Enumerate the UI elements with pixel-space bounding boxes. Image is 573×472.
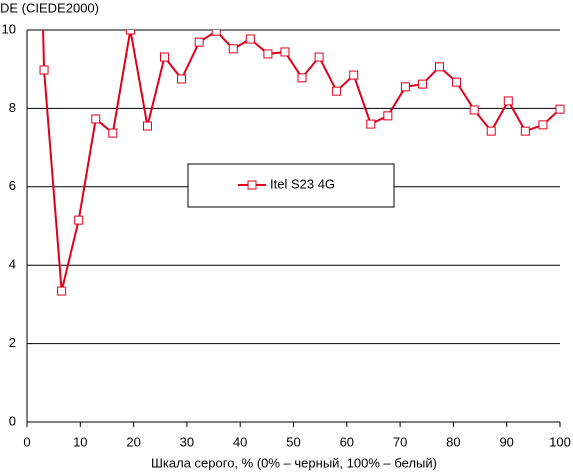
point-marker (366, 119, 376, 129)
y-tick-label: 8 (9, 100, 16, 115)
point-marker (177, 74, 187, 84)
point-marker (452, 77, 462, 87)
x-tick-label: 80 (446, 434, 460, 449)
y-tick-label: 4 (9, 257, 16, 272)
point-marker (142, 121, 152, 131)
point-marker (57, 286, 67, 296)
point-marker (39, 65, 49, 75)
x-tick-label: 70 (393, 434, 407, 449)
x-tick-label: 50 (286, 434, 300, 449)
point-marker (263, 49, 273, 59)
point-marker (349, 70, 359, 80)
point-marker (228, 44, 238, 54)
point-marker (520, 126, 530, 136)
series-line (42, 30, 561, 292)
point-marker (280, 47, 290, 57)
y-tick-label: 0 (9, 413, 16, 428)
point-marker (332, 86, 342, 96)
point-marker (400, 82, 410, 92)
x-tick-label: 60 (340, 434, 354, 449)
y-tick-label: 10 (2, 21, 16, 36)
x-tick-label: 100 (549, 434, 571, 449)
y-axis-label: DE (CIEDE2000) (0, 0, 99, 15)
point-marker (108, 128, 118, 138)
plot (39, 30, 565, 296)
point-marker (383, 111, 393, 121)
point-marker (297, 73, 307, 83)
legend-label: Itel S23 4G (270, 176, 335, 191)
point-marker (74, 215, 84, 225)
x-tick-label: 10 (73, 434, 87, 449)
point-marker (417, 79, 427, 89)
point-marker (538, 120, 548, 130)
point-marker (503, 96, 513, 106)
point-marker (125, 30, 135, 35)
x-tick-label: 20 (126, 434, 140, 449)
point-marker (160, 52, 170, 62)
point-marker (194, 37, 204, 47)
point-marker (211, 30, 221, 36)
point-marker (486, 126, 496, 136)
x-axis-label: Шкала серого, % (0% – черный, 100% – бел… (151, 455, 437, 470)
point-marker (469, 105, 479, 115)
legend-box (187, 163, 395, 208)
legend: Itel S23 4G (187, 163, 395, 208)
y-tick-label: 2 (9, 335, 16, 350)
y-tick-label: 6 (9, 178, 16, 193)
point-marker (435, 62, 445, 72)
x-tick-label: 30 (180, 434, 194, 449)
x-tick-label: 0 (23, 434, 30, 449)
point-marker (555, 104, 565, 114)
point-marker (245, 34, 255, 44)
point-marker (314, 52, 324, 62)
legend-marker (247, 180, 257, 190)
x-tick-label: 90 (499, 434, 513, 449)
x-tick-label: 40 (233, 434, 247, 449)
point-marker (91, 114, 101, 124)
